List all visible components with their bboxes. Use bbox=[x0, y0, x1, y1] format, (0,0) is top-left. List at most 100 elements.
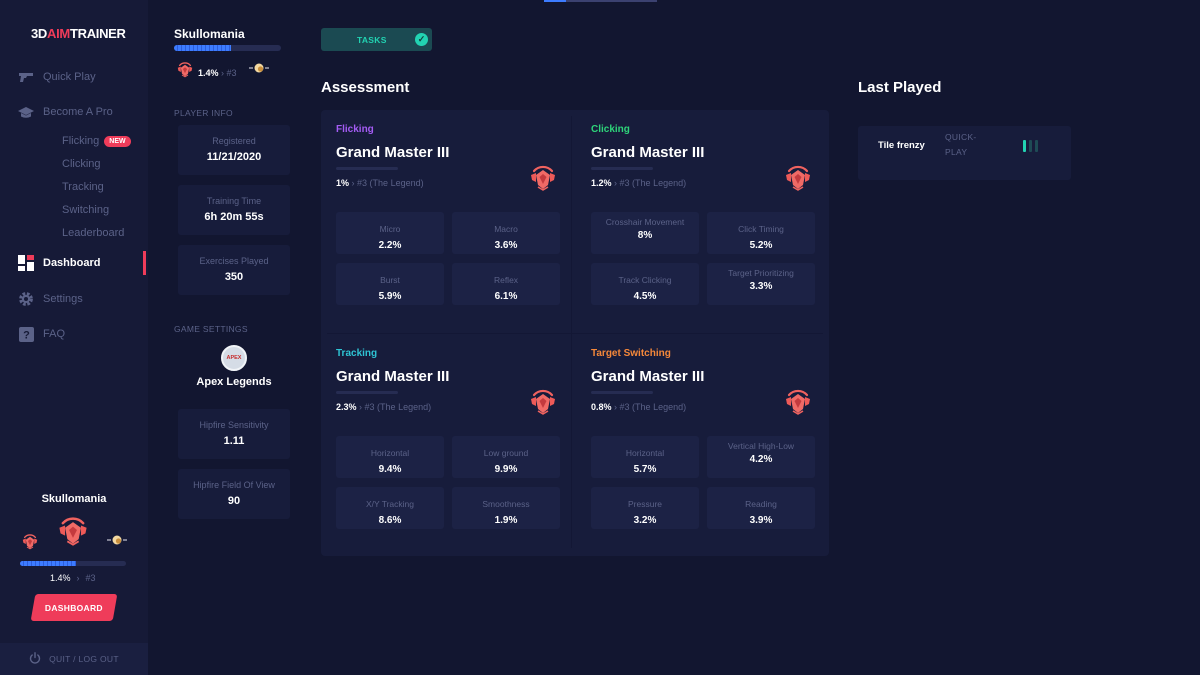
sidebar: 3DAIMTRAINER Quick Play Become A Pro Fli… bbox=[0, 0, 148, 675]
training-time-label: Training Time bbox=[206, 196, 262, 206]
planet-icon bbox=[107, 534, 127, 546]
stat-card[interactable]: Pressure 3.2% bbox=[591, 487, 699, 529]
category-target-switching-title: Target Switching bbox=[591, 348, 671, 359]
stat-label: Crosshair Movement bbox=[605, 217, 685, 227]
stat-card[interactable]: Vertical High-Low 4.2% bbox=[707, 436, 815, 478]
category-target-switching-progress bbox=[591, 391, 653, 394]
game-logo-text: APEX bbox=[226, 355, 242, 361]
category-tracking-rank-detail: #3 (The Legend) bbox=[364, 402, 432, 412]
category-tracking-meta: 2.3% › #3 (The Legend) bbox=[336, 402, 431, 412]
last-played-card[interactable]: Tile frenzy QUICK- PLAY bbox=[858, 126, 1071, 180]
category-clicking-rank: Grand Master III bbox=[591, 144, 705, 161]
stat-value: 1.9% bbox=[494, 514, 518, 526]
stat-card[interactable]: Burst 5.9% bbox=[336, 263, 444, 305]
stat-label: Pressure bbox=[627, 499, 662, 509]
player-percent-value: 1.4% bbox=[198, 68, 219, 78]
stat-card[interactable]: X/Y Tracking 8.6% bbox=[336, 487, 444, 529]
player-rank-percent: 1.4% › #3 bbox=[198, 68, 237, 78]
stat-card[interactable]: Track Clicking 4.5% bbox=[591, 263, 699, 305]
category-flicking-title: Flicking bbox=[336, 124, 374, 135]
nav-sub-switching[interactable]: Switching bbox=[62, 204, 110, 216]
logo-part-3d: 3D bbox=[31, 26, 48, 41]
chevron-right-icon: › bbox=[76, 573, 80, 583]
active-nav-indicator bbox=[143, 251, 146, 275]
stat-card[interactable]: Reflex 6.1% bbox=[452, 263, 560, 305]
hipfire-fov-label: Hipfire Field Of View bbox=[193, 480, 275, 490]
stat-value: 3.3% bbox=[749, 280, 773, 292]
nav-sub-flicking-label: Flicking bbox=[62, 135, 100, 147]
stat-label: Vertical High-Low bbox=[727, 441, 795, 451]
stat-label: Horizontal bbox=[625, 448, 665, 458]
category-target-switching-meta: 0.8% › #3 (The Legend) bbox=[591, 402, 686, 412]
stat-card[interactable]: Low ground 9.9% bbox=[452, 436, 560, 478]
training-time-card: Training Time 6h 20m 55s bbox=[178, 185, 290, 235]
category-tracking-rank-emblem-icon bbox=[528, 386, 558, 416]
tasks-button[interactable]: TASKS ✓ bbox=[321, 28, 432, 51]
nav-sub-clicking[interactable]: Clicking bbox=[62, 158, 101, 170]
stat-value: 2.2% bbox=[378, 239, 402, 251]
stat-card[interactable]: Click Timing 5.2% bbox=[707, 212, 815, 254]
stat-value: 5.9% bbox=[378, 290, 402, 302]
stat-card[interactable]: Reading 3.9% bbox=[707, 487, 815, 529]
app-logo[interactable]: 3DAIMTRAINER bbox=[31, 26, 126, 41]
stat-label: Reflex bbox=[493, 275, 519, 285]
player-info-heading: PLAYER INFO bbox=[174, 108, 233, 118]
game-card[interactable]: APEX Apex Legends bbox=[178, 345, 290, 399]
hipfire-sensitivity-card: Hipfire Sensitivity 1.11 bbox=[178, 409, 290, 459]
player-name: Skullomania bbox=[174, 27, 245, 41]
game-name: Apex Legends bbox=[196, 376, 272, 388]
divider bbox=[327, 333, 823, 334]
stat-card[interactable]: Target Prioritizing 3.3% bbox=[707, 263, 815, 305]
stat-value: 5.2% bbox=[749, 239, 773, 251]
stat-label: Horizontal bbox=[370, 448, 410, 458]
stat-card[interactable]: Smoothness 1.9% bbox=[452, 487, 560, 529]
nav-sub-tracking[interactable]: Tracking bbox=[62, 181, 104, 193]
hipfire-sensitivity-label: Hipfire Sensitivity bbox=[199, 420, 269, 430]
nav-sub-flicking[interactable]: Flicking NEW bbox=[62, 135, 131, 147]
stat-value: 9.9% bbox=[494, 463, 518, 475]
gun-icon bbox=[18, 69, 34, 85]
nav-quick-play[interactable]: Quick Play bbox=[18, 69, 96, 85]
svg-text:?: ? bbox=[23, 329, 30, 341]
category-flicking-rank-emblem-icon bbox=[528, 162, 558, 192]
stat-card[interactable]: Micro 2.2% bbox=[336, 212, 444, 254]
nav-sub-leaderboard[interactable]: Leaderboard bbox=[62, 227, 125, 239]
stat-value: 8% bbox=[637, 229, 653, 241]
stat-card[interactable]: Horizontal 5.7% bbox=[591, 436, 699, 478]
nav-faq[interactable]: ? FAQ bbox=[18, 326, 65, 342]
new-badge: NEW bbox=[104, 135, 131, 147]
category-tracking-title: Tracking bbox=[336, 348, 378, 359]
stat-card[interactable]: Crosshair Movement 8% bbox=[591, 212, 699, 254]
dashboard-button[interactable]: DASHBOARD bbox=[30, 594, 118, 621]
tasks-label: TASKS bbox=[357, 34, 387, 45]
rank-emblem-icon bbox=[176, 60, 194, 78]
category-clicking-title: Clicking bbox=[591, 124, 630, 135]
category-target-switching-rank: Grand Master III bbox=[591, 368, 705, 385]
stat-card[interactable]: Horizontal 9.4% bbox=[336, 436, 444, 478]
divider bbox=[571, 116, 572, 548]
category-clicking-percent: 1.2% bbox=[591, 178, 612, 188]
category-flicking-rank: Grand Master III bbox=[336, 144, 450, 161]
category-flicking-percent: 1% bbox=[336, 178, 350, 188]
registered-card: Registered 11/21/2020 bbox=[178, 125, 290, 175]
rank-emblem-large-icon bbox=[56, 513, 90, 547]
category-target-switching-rank-emblem-icon bbox=[783, 386, 813, 416]
sidebar-rank-number: #3 bbox=[85, 573, 96, 583]
dashboard-icon bbox=[18, 255, 34, 271]
category-tracking-rank: Grand Master III bbox=[336, 368, 450, 385]
player-rank-progress-fill bbox=[174, 45, 231, 51]
stat-label: Smoothness bbox=[482, 499, 530, 509]
sidebar-username: Skullomania bbox=[41, 493, 107, 505]
nav-dashboard-label: Dashboard bbox=[43, 257, 101, 269]
nav-become-a-pro[interactable]: Become A Pro bbox=[18, 104, 113, 120]
quit-logout-label: QUIT / LOG OUT bbox=[49, 654, 119, 664]
quit-logout-button[interactable]: QUIT / LOG OUT bbox=[0, 643, 148, 675]
hipfire-fov-value: 90 bbox=[227, 495, 241, 507]
chevron-right-icon: › bbox=[614, 178, 618, 188]
nav-dashboard[interactable]: Dashboard bbox=[18, 255, 100, 271]
stat-card[interactable]: Macro 3.6% bbox=[452, 212, 560, 254]
top-tab-indicator bbox=[544, 0, 657, 2]
logo-part-trainer: TRAINER bbox=[69, 26, 126, 41]
category-clicking-progress bbox=[591, 167, 653, 170]
nav-settings[interactable]: Settings bbox=[18, 291, 83, 307]
